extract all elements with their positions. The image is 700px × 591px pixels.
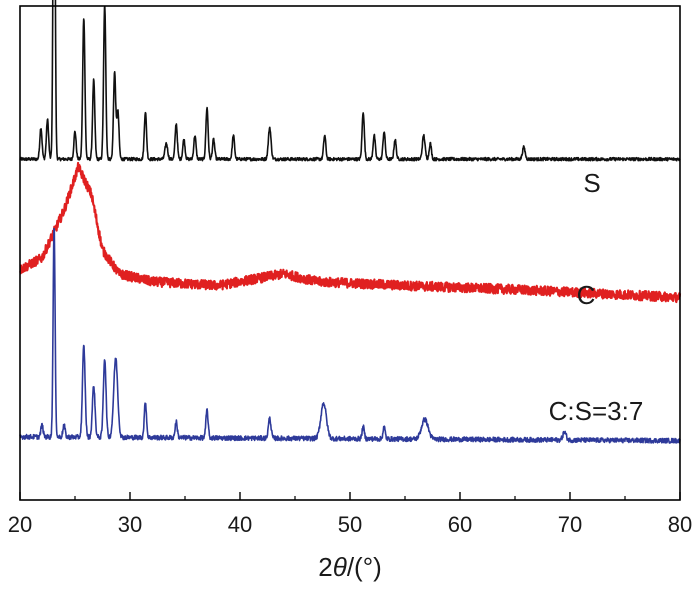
x-axis-title-prefix: 2 bbox=[318, 552, 332, 582]
x-axis-title-symbol: θ bbox=[333, 552, 347, 582]
series-line-c-s-3-7 bbox=[19, 227, 681, 444]
x-axis: 20 30 40 50 60 70 80 bbox=[8, 492, 692, 537]
series-line-s bbox=[19, 0, 681, 162]
series-label-s: S bbox=[583, 168, 600, 198]
x-axis-title-unit: /(°) bbox=[347, 552, 382, 582]
x-tick-label: 70 bbox=[558, 512, 582, 537]
series-line-c bbox=[19, 161, 682, 304]
series-layer bbox=[19, 0, 682, 444]
x-tick-label: 60 bbox=[448, 512, 472, 537]
x-tick-label: 80 bbox=[668, 512, 692, 537]
x-axis-title: 2θ/(°) bbox=[318, 552, 382, 582]
x-tick-label: 40 bbox=[228, 512, 252, 537]
series-label-c: C bbox=[577, 280, 596, 310]
x-tick-label: 50 bbox=[338, 512, 362, 537]
x-tick-label: 30 bbox=[118, 512, 142, 537]
x-tick-label: 20 bbox=[8, 512, 32, 537]
series-label-cs: C:S=3:7 bbox=[549, 396, 644, 426]
